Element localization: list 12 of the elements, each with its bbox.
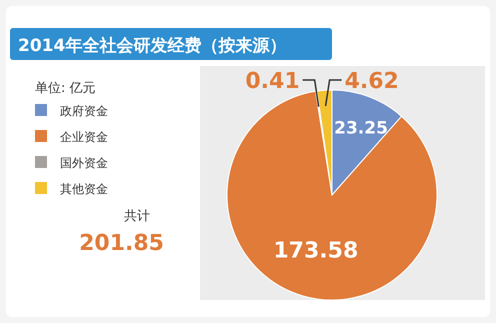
chart-title: 2014年全社会研发经费（按来源） (18, 36, 286, 56)
data-label: 23.25 (334, 118, 388, 138)
text: 单位: 亿元 (35, 81, 96, 96)
legend-label: 企业资金 (60, 130, 108, 144)
legend-label: 国外资金 (60, 156, 108, 170)
legend-label: 其他资金 (60, 182, 108, 196)
legend-label: 政府资金 (60, 104, 108, 118)
data-label: 0.41 (245, 69, 300, 94)
text: 201.85 (79, 231, 164, 256)
text: 共计 (124, 209, 150, 224)
data-label: 4.62 (344, 69, 399, 94)
data-label: 173.58 (273, 238, 358, 264)
